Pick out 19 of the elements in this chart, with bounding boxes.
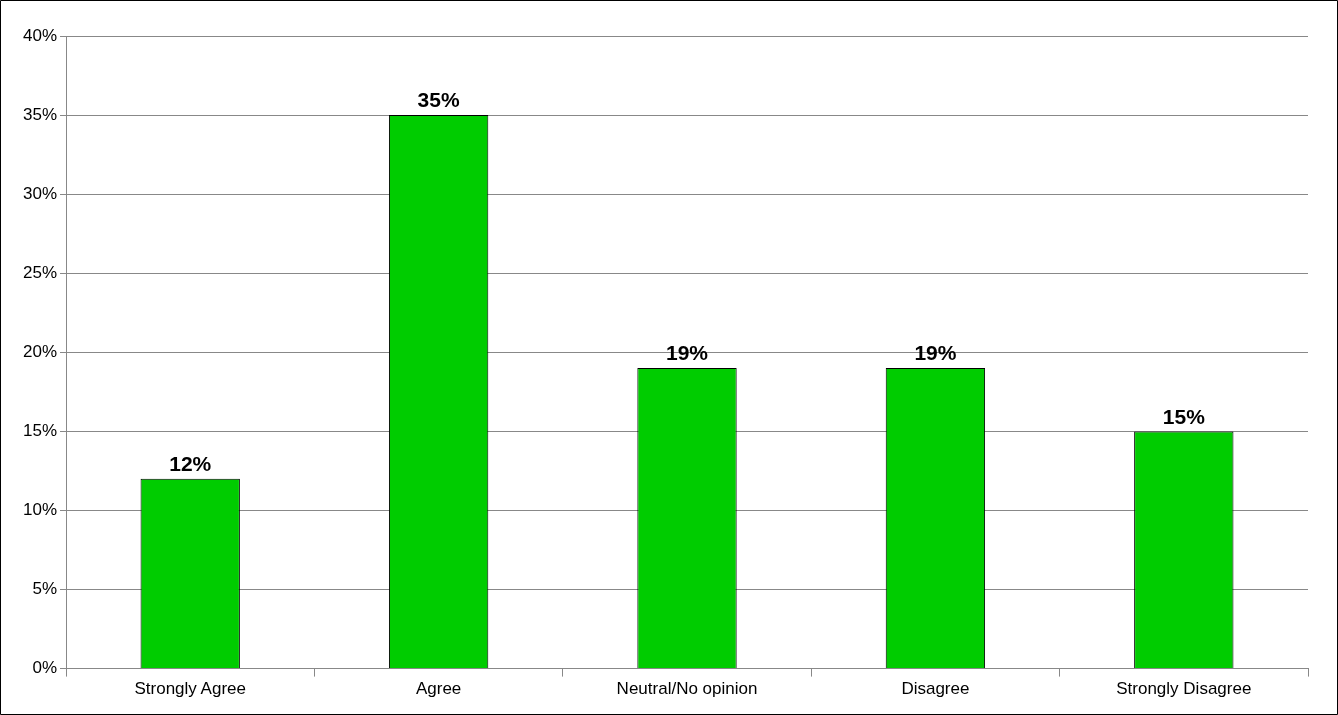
y-tick-label: 20%	[22, 341, 58, 361]
y-tick-label: 5%	[32, 579, 58, 599]
x-tick-label: Agree	[415, 679, 462, 699]
data-label: 35%	[417, 88, 460, 112]
y-tick-label: 35%	[22, 104, 58, 124]
data-label: 15%	[1162, 404, 1206, 428]
y-tick-label: 15%	[22, 421, 58, 441]
y-tick-label: 10%	[22, 500, 58, 520]
y-tick-label: 40%	[22, 25, 58, 45]
data-label: 19%	[666, 341, 709, 365]
y-tick-label: 25%	[22, 262, 58, 282]
x-tick-label: Strongly Disagree	[1116, 679, 1252, 699]
y-tick-label: 30%	[22, 183, 58, 203]
data-label: 19%	[914, 341, 957, 365]
x-tick-label: Disagree	[901, 679, 970, 699]
x-tick-label: Strongly Agree	[134, 679, 246, 699]
y-tick-label: 0%	[32, 658, 58, 678]
data-label: 12%	[169, 452, 212, 476]
x-tick-label: Neutral/No opinion	[616, 679, 758, 699]
